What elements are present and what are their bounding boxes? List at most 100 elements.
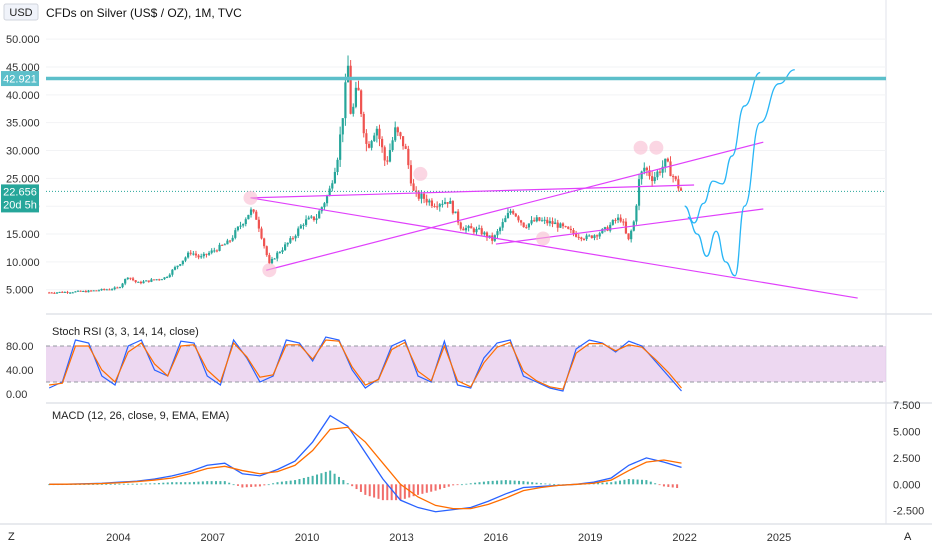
macd-histogram-bar (636, 479, 639, 485)
macd-histogram-bar (649, 481, 652, 485)
time-axis[interactable]: 2004 2007 2010 2013 2016 2019 2022 2025 (106, 532, 791, 544)
macd-histogram-bar (298, 479, 301, 485)
macd-histogram-bar (197, 481, 200, 485)
candle-body (478, 228, 481, 230)
candle-body (464, 227, 468, 231)
macd-histogram-bar (109, 483, 112, 485)
price-pane[interactable] (46, 38, 886, 299)
price-tick-label: 30.000 (6, 146, 40, 158)
macd-histogram-bar (140, 483, 143, 485)
chart-frame (0, 0, 932, 525)
candle-body (48, 292, 51, 294)
candle-body (113, 287, 116, 290)
macd-histogram-bar (210, 481, 213, 485)
macd-histogram-bar (201, 481, 204, 485)
macd-histogram-bar (504, 480, 507, 485)
candle-body (637, 179, 641, 206)
macd-histogram-bar (184, 482, 187, 485)
candle-body (603, 227, 607, 229)
macd-histogram-bar (610, 482, 613, 485)
candle-body (344, 82, 347, 119)
stoch-rsi-band (46, 345, 886, 383)
macd-histogram-bar (346, 483, 349, 485)
candle-body (239, 225, 242, 227)
macd-histogram-bar (223, 481, 226, 485)
trendline-drawings[interactable] (243, 140, 858, 299)
pivot-marker (262, 263, 277, 278)
candle-body (333, 171, 337, 184)
candle-body (449, 201, 452, 204)
macd-tick-label: 0.000 (893, 479, 921, 491)
autoscale-button[interactable]: A (904, 531, 912, 543)
trendline (266, 141, 764, 271)
macd-histogram-bar (316, 474, 319, 485)
macd-histogram-bar (667, 484, 670, 487)
macd-histogram-bar (500, 480, 503, 485)
candle-body (58, 291, 61, 293)
macd-histogram-bar (601, 482, 604, 485)
candle-body (202, 253, 205, 257)
candle-body (459, 222, 462, 229)
candle-body (260, 228, 263, 239)
stoch-rsi-axis[interactable]: 0.00 40.00 80.00 (6, 341, 34, 401)
candle-body (480, 228, 483, 235)
candle-body (95, 290, 98, 292)
macd-histogram-bar (509, 480, 512, 485)
macd-histogram-bar (250, 484, 253, 487)
candle-body (651, 176, 654, 182)
candle-body (582, 238, 586, 240)
candle-body (192, 253, 195, 255)
stoch-rsi-pane[interactable] (46, 336, 886, 392)
macd-histogram-bar (267, 484, 270, 486)
candle-body (485, 232, 489, 238)
macd-histogram-bar (285, 481, 288, 485)
macd-histogram-bar (127, 483, 130, 485)
candle-body (297, 228, 300, 236)
candle-body (249, 209, 253, 215)
candle-body (134, 280, 137, 283)
macd-histogram-bar (228, 482, 231, 485)
macd-histogram-bar (460, 484, 463, 486)
candle-body (69, 292, 72, 294)
candle-body (556, 222, 559, 228)
macd-histogram-bar (118, 483, 121, 485)
macd-histogram-bar (245, 484, 248, 488)
timezone-button[interactable]: Z (8, 531, 15, 543)
price-tick-label: 5.000 (6, 285, 34, 297)
stoch-rsi-k-line (48, 336, 682, 392)
macd-histogram-bar (425, 484, 428, 493)
macd-histogram-bar (175, 482, 178, 485)
macd-pane[interactable] (48, 414, 682, 513)
candle-body (441, 203, 444, 205)
macd-tick-label: 7.500 (893, 400, 921, 412)
candle-body (255, 211, 258, 220)
symbol-header[interactable]: USD CFDs on Silver (US$ / OZ), 1M, TVC (3, 3, 242, 21)
macd-histogram-bar (676, 484, 679, 488)
projection-drawings[interactable] (684, 69, 795, 277)
macd-histogram-bar (236, 484, 239, 486)
candle-body (244, 219, 247, 225)
macd-histogram-bar (447, 484, 450, 487)
candle-body (672, 176, 675, 178)
candle-body (278, 252, 281, 254)
macd-histogram-bar (632, 479, 635, 485)
pivot-marker (536, 231, 551, 246)
macd-histogram-bar (206, 481, 209, 485)
candle-body (616, 217, 620, 221)
candle-body (666, 158, 669, 162)
macd-histogram-bar (144, 483, 147, 485)
macd-histogram-bar (671, 484, 674, 488)
bar-countdown: 20d 5h (3, 199, 37, 211)
currency-badge[interactable] (3, 3, 39, 21)
macd-axis[interactable]: -2.500 0.000 2.500 5.000 7.500 (893, 400, 924, 518)
candle-body (417, 191, 420, 199)
candle-body (121, 283, 124, 288)
candle-body (152, 279, 156, 281)
projection-path (684, 71, 761, 224)
macd-histogram-bar (443, 484, 446, 488)
macd-tick-label: 2.500 (893, 453, 921, 465)
candle-body (304, 219, 308, 225)
stoch-rsi-tick-label: 80.00 (6, 341, 34, 353)
candle-body (184, 257, 187, 261)
